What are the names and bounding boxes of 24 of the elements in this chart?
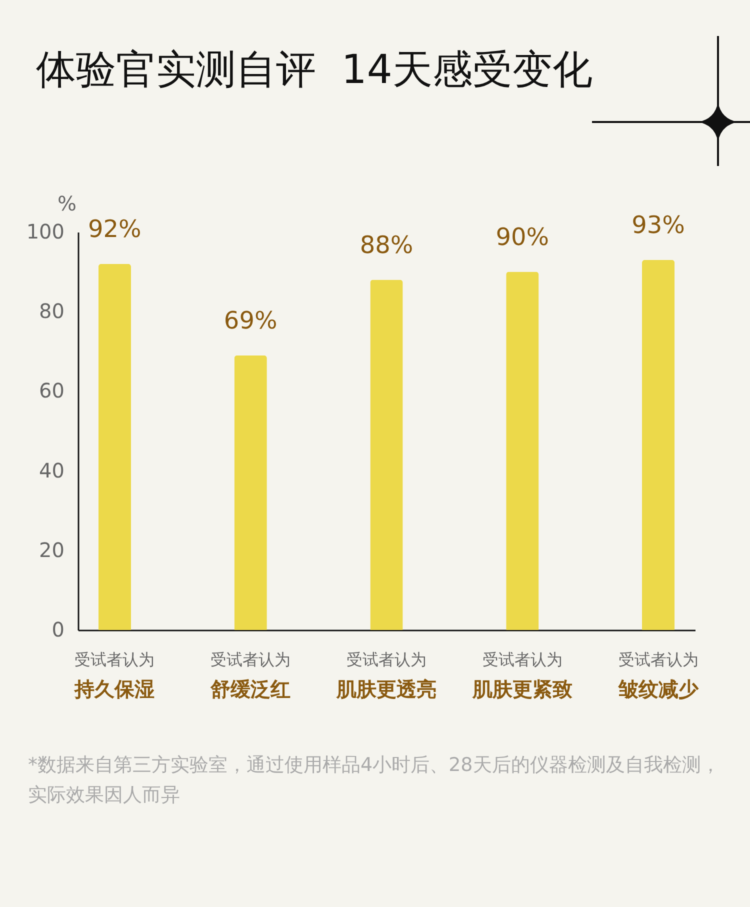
y-tick-label: 80: [39, 299, 64, 324]
data-label: 88%: [360, 230, 414, 259]
x-tick-label: 受试者认为舒缓泛红: [210, 650, 291, 701]
data-label: 92%: [88, 214, 142, 243]
y-tick-label: 100: [26, 220, 64, 244]
bar: [506, 272, 539, 630]
x-tick-label: 受试者认为肌肤更紧致: [471, 650, 572, 701]
x-tick-label: 受试者认为肌肤更透亮: [336, 650, 436, 701]
x-tick-label: 受试者认为皱纹减少: [617, 650, 700, 701]
text: *数据来自第三方实验室，通过使用样品4小时后、28天后的仪器检测及自我检测，实际效果因人而异: [28, 753, 721, 808]
y-tick-label: 60: [39, 378, 64, 403]
x-tick-label: 受试者认为持久保湿: [74, 650, 155, 701]
y-tick-label: 0: [52, 618, 64, 642]
y-axis-title: %: [57, 192, 76, 216]
data-label: 69%: [224, 306, 278, 334]
data-label: 90%: [496, 222, 550, 251]
bar: [98, 264, 131, 630]
chart-title: 体验官实测自评 14天感受变化: [36, 46, 592, 95]
y-tick-label: 20: [39, 538, 64, 562]
data-label: 93%: [632, 210, 685, 239]
bar: [234, 355, 267, 630]
bar: [370, 280, 403, 630]
y-tick-label: 40: [39, 458, 64, 482]
bar: [642, 260, 675, 630]
